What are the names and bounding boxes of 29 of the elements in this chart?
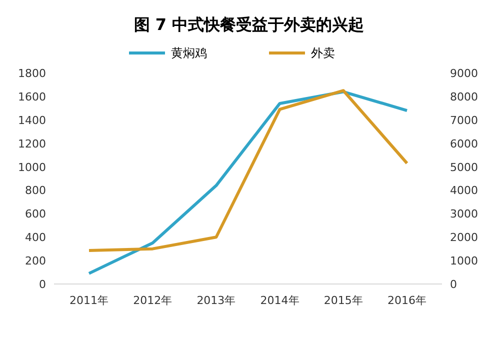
y-tick-label: 1400: [18, 114, 46, 127]
x-tick-label: 2012年: [133, 294, 172, 307]
y2-tick-label: 3000: [450, 208, 478, 221]
x-tick-label: 2013年: [196, 294, 236, 307]
y-tick-label: 1800: [18, 67, 46, 80]
x-tick-label: 2016年: [388, 294, 426, 307]
y2-tick-label: 9000: [450, 67, 478, 80]
y2-tick-label: 5000: [450, 160, 478, 174]
x-tick-label: 2014年: [260, 294, 300, 307]
y-tick-label: 1600: [18, 90, 46, 104]
x-tick-label: 2011年: [70, 294, 108, 307]
y2-tick-label: 7000: [450, 114, 478, 127]
y2-tick-label: 4000: [450, 184, 478, 198]
y-tick-label: 400: [25, 231, 46, 244]
y-tick-label: 200: [25, 254, 46, 268]
x-tick-label: 2015年: [324, 294, 363, 307]
y2-tick-label: 0: [450, 278, 457, 291]
y-tick-label: 600: [25, 208, 46, 221]
y2-tick-label: 8000: [450, 90, 478, 104]
y-tick-label: 0: [39, 278, 46, 291]
legend-label: 外卖: [311, 46, 335, 60]
y-tick-label: 800: [25, 184, 46, 198]
legend-label: 黄焖鸡: [171, 46, 207, 60]
y2-tick-label: 1000: [450, 254, 478, 268]
chart-title: 图 7 中式快餐受益于外卖的兴起: [134, 15, 364, 34]
y-tick-label: 1000: [18, 160, 46, 174]
y2-tick-label: 2000: [450, 231, 478, 244]
y-tick-label: 1200: [18, 137, 46, 150]
y2-tick-label: 6000: [450, 137, 478, 150]
